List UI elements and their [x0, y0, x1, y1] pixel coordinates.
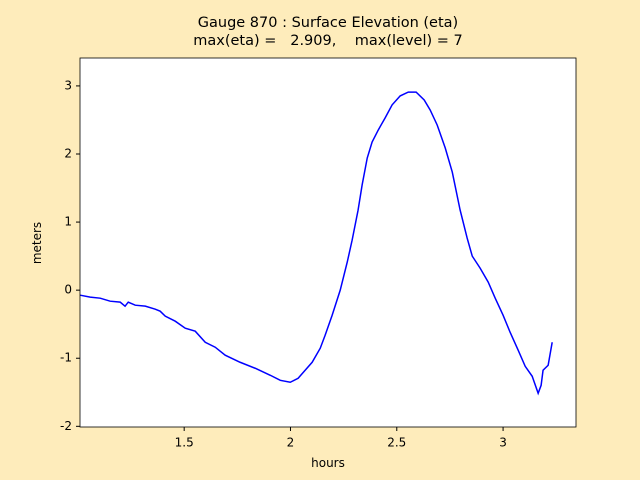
- plot-area: [80, 58, 576, 427]
- y-tick-label: 0: [64, 283, 72, 297]
- data-line: [80, 91, 553, 396]
- y-tick-label: 2: [64, 146, 72, 160]
- plot-frame: [79, 57, 577, 428]
- y-tick-label: -1: [60, 351, 72, 365]
- chart-title: Gauge 870 : Surface Elevation (eta): [198, 15, 458, 31]
- x-tick-label: 2.5: [387, 436, 406, 450]
- y-tick-label: 1: [64, 215, 72, 229]
- y-axis-label: meters: [30, 222, 44, 264]
- x-tick-label: 1.5: [175, 436, 194, 450]
- y-tick-label: -2: [60, 419, 72, 433]
- chart-subtitle: max(eta) = 2.909, max(level) = 7: [193, 33, 463, 49]
- y-tick-label: 3: [64, 78, 72, 92]
- x-tick-label: 2: [287, 436, 295, 450]
- x-tick-label: 3: [499, 436, 507, 450]
- x-axis-label: hours: [311, 456, 345, 470]
